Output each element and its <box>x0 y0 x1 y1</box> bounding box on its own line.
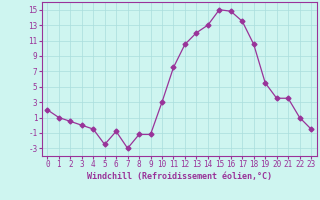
X-axis label: Windchill (Refroidissement éolien,°C): Windchill (Refroidissement éolien,°C) <box>87 172 272 181</box>
